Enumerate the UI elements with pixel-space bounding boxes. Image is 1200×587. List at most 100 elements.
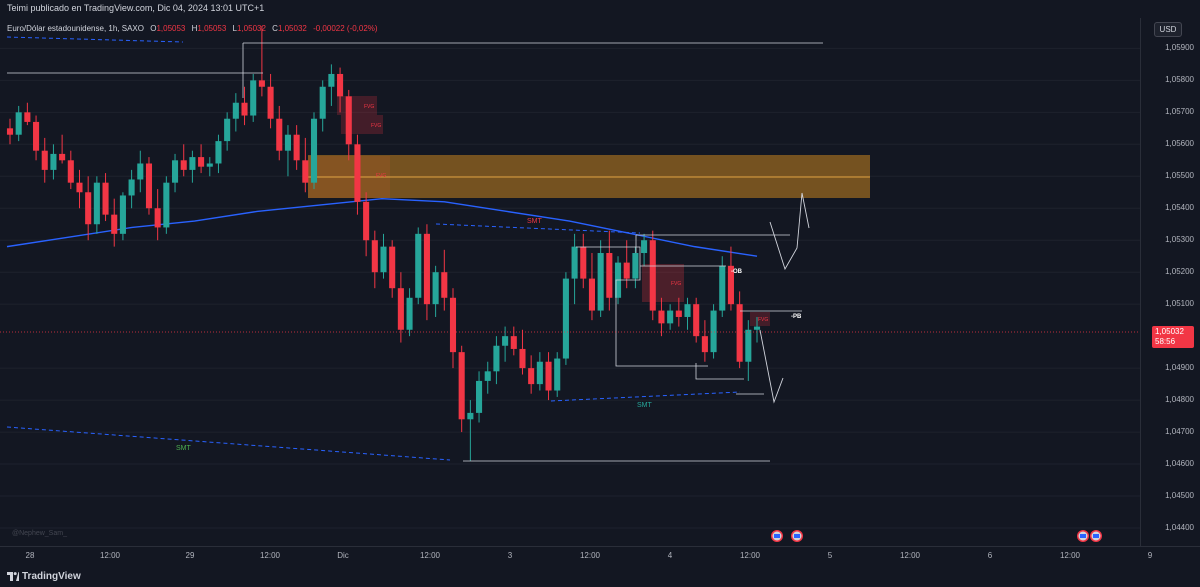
currency-button[interactable]: USD: [1154, 22, 1182, 37]
candle-body: [545, 361, 552, 391]
candle-body: [232, 102, 239, 119]
price-tick-label: 1,05900: [1165, 43, 1194, 53]
candle-body: [41, 150, 48, 170]
candle-body: [675, 310, 682, 317]
close-label: C: [272, 24, 278, 33]
dashed-smt-green: [550, 391, 741, 402]
close-value: 1,05032: [277, 24, 307, 33]
candle-body: [528, 368, 535, 385]
symbol-name[interactable]: Euro/Dólar estadounidense, 1h, SAXO: [7, 24, 144, 33]
price-tick-label: 1,04500: [1165, 491, 1194, 501]
candle-body: [432, 272, 439, 305]
smt-label-red: SMT: [527, 218, 543, 225]
candle-body: [693, 304, 700, 337]
candle-body: [641, 240, 648, 254]
time-tick-label: Dic: [337, 551, 349, 560]
open-label: O: [150, 24, 157, 33]
tradingview-logo-icon: [7, 572, 19, 581]
candle-body: [467, 412, 474, 420]
candle-body: [415, 233, 422, 298]
dashed-top-left: [6, 36, 184, 43]
candle-body: [293, 134, 300, 161]
candle-body: [502, 336, 509, 346]
price-tick-label: 1,04600: [1165, 459, 1194, 469]
candle-body: [753, 326, 761, 330]
candle-body: [337, 73, 344, 97]
candle-body: [632, 253, 639, 279]
candle-body: [580, 246, 587, 279]
candle-body: [423, 233, 430, 305]
time-tick-label: 3: [507, 551, 513, 560]
candle-body: [606, 253, 613, 298]
moving-average-line: [6, 197, 758, 257]
price-tick-label: 1,04900: [1165, 363, 1194, 373]
smt-label-green-right: SMT: [637, 402, 653, 409]
candle-body: [59, 153, 66, 161]
price-chart[interactable]: FVG FVG FVG FVG FVG SMT SMT SMT -OB -PB: [0, 18, 1140, 546]
candle-body: [397, 288, 404, 330]
time-tick-label: 5: [827, 551, 833, 560]
candle-body: [389, 246, 396, 289]
candle-body: [93, 182, 100, 225]
candle-body: [484, 371, 491, 381]
candle-body: [119, 195, 126, 234]
price-tick-label: 1,04800: [1165, 395, 1194, 405]
bar-countdown: 58:56: [1155, 337, 1176, 346]
high-value: 1,05053: [197, 24, 227, 33]
candle-body: [137, 163, 144, 180]
candle-body: [76, 182, 83, 193]
candle-body: [250, 80, 257, 116]
fvg-label-3: FVG: [376, 173, 386, 179]
price-tick-label: 1,04400: [1165, 523, 1194, 532]
candle-body: [15, 112, 22, 135]
dashed-smt-red: [435, 223, 641, 234]
candle-body: [658, 310, 665, 324]
time-tick-label: 12:00: [99, 551, 121, 560]
candle-body: [710, 310, 717, 353]
candle-body: [562, 278, 569, 359]
candle-body: [189, 157, 196, 170]
candle-body: [128, 179, 135, 196]
candle-body: [302, 160, 309, 183]
publish-line: Teimi publicado en TradingView.com, Dic …: [7, 3, 265, 13]
open-value: 1,05053: [156, 24, 186, 33]
fvg-label-4: FVG: [671, 281, 681, 287]
change-value: -0,00022 (-0,02%): [313, 24, 378, 33]
time-axis[interactable]: 28 12:00 29 12:00 Dic 12:00 3 12:00 4 12:00 5 12:00…: [0, 546, 1200, 566]
candle-body: [441, 272, 448, 298]
projection-down: [759, 329, 784, 404]
high-label: H: [191, 24, 198, 33]
candle-body: [406, 297, 413, 330]
candle-body: [371, 240, 378, 273]
chart-area[interactable]: FVG FVG FVG FVG FVG SMT SMT SMT -OB -PB …: [0, 18, 1200, 546]
candle-body: [180, 160, 187, 170]
candle-body: [458, 352, 465, 420]
candle-body: [476, 380, 483, 413]
candle-body: [597, 253, 604, 311]
current-price-value: 1,05032: [1155, 327, 1184, 336]
candle-body: [623, 262, 630, 279]
symbol-legend[interactable]: Euro/Dólar estadounidense, 1h, SAXO O1,0…: [7, 24, 378, 33]
projection-up: [769, 192, 810, 271]
event-flag-1: [771, 530, 783, 542]
low-value: 1,05032: [237, 24, 266, 33]
candle-body: [667, 310, 674, 324]
candle-body: [276, 118, 283, 151]
fvg-box-4: [642, 264, 684, 302]
range-box-2: [695, 363, 744, 380]
candle-body: [380, 246, 387, 273]
candle-body: [67, 160, 74, 183]
price-axis[interactable]: 1,05900 1,05800 1,05700 1,05600 1,05500 1,054…: [1140, 18, 1200, 546]
time-tick-label: 6: [987, 551, 993, 560]
current-price-tag: 1,05032 58:56: [1152, 326, 1194, 348]
candle-body: [284, 134, 291, 151]
candle-body: [319, 86, 326, 119]
pb-label: -PB: [791, 314, 802, 320]
candle-body: [554, 358, 561, 391]
candle-body: [328, 73, 335, 87]
candle-body: [111, 214, 118, 234]
footer-bar: TradingView: [0, 566, 1200, 587]
price-tick-label: 1,05700: [1165, 107, 1194, 117]
candle-body: [449, 297, 457, 353]
time-tick-label: 12:00: [1059, 551, 1081, 560]
